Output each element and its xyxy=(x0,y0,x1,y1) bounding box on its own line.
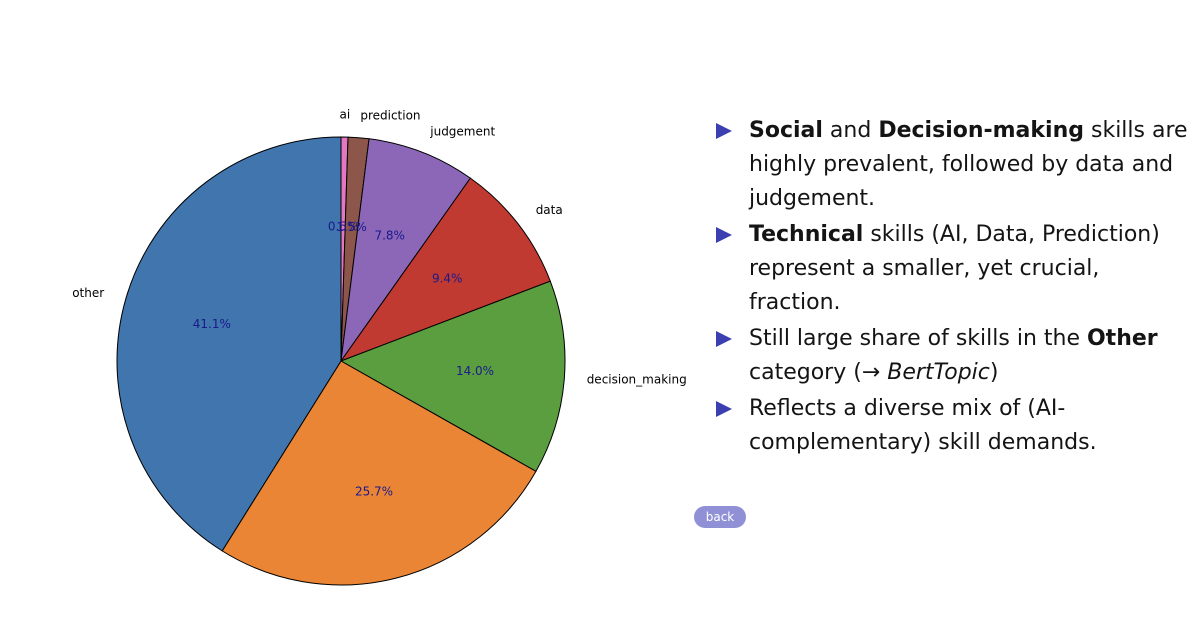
slice-percent-label: 7.8% xyxy=(374,229,405,243)
slice-category-label: ai xyxy=(340,108,351,122)
pie-chart: 0.5% ai 1.5% prediction 7.8% judgement 9.4% dat… xyxy=(72,108,687,586)
bullet-item: Reflects a diverse mix of (AI-complement… xyxy=(716,392,1196,460)
slice-category-label: decision_making xyxy=(587,373,687,387)
pie-slice-decision-making xyxy=(339,280,566,473)
pie-slice-social xyxy=(221,360,537,586)
slice-percent-label: 41.1% xyxy=(193,317,231,331)
slice-percent-label: 1.5% xyxy=(336,220,367,234)
bullet-text: Reflects a diverse mix of (AI-complement… xyxy=(749,396,1097,455)
slice-percent-label: 0.5% xyxy=(328,220,359,234)
slice-category-label: data xyxy=(536,203,563,217)
triangle-bullet-icon xyxy=(716,227,732,243)
slice-percent-label: 14.0% xyxy=(456,364,494,378)
bullet-list: Social and Decision-making skills are hi… xyxy=(716,114,1196,462)
pie-slice-judgement xyxy=(340,138,472,362)
bullet-text: Technical skills (AI, Data, Prediction) … xyxy=(749,222,1160,315)
slice-category-label: judgement xyxy=(429,124,495,138)
bullet-item: Technical skills (AI, Data, Prediction) … xyxy=(716,218,1196,320)
bullet-text: Social and Decision-making skills are hi… xyxy=(749,118,1188,211)
slice-percent-label: 9.4% xyxy=(432,272,463,286)
back-button[interactable]: back xyxy=(694,506,746,528)
bullet-item: Social and Decision-making skills are hi… xyxy=(716,114,1196,216)
triangle-bullet-icon xyxy=(716,331,732,347)
bullet-text: Still large share of skills in the Other… xyxy=(749,326,1158,385)
triangle-bullet-icon xyxy=(716,401,732,417)
slice-category-label: other xyxy=(72,286,104,300)
triangle-bullet-icon xyxy=(716,123,732,139)
bullet-item: Still large share of skills in the Other… xyxy=(716,322,1196,390)
slice-category-label: prediction xyxy=(360,108,420,122)
pie-slice-other xyxy=(116,136,342,552)
pie-slice-data xyxy=(339,177,551,363)
slice-percent-label: 25.7% xyxy=(355,484,393,498)
